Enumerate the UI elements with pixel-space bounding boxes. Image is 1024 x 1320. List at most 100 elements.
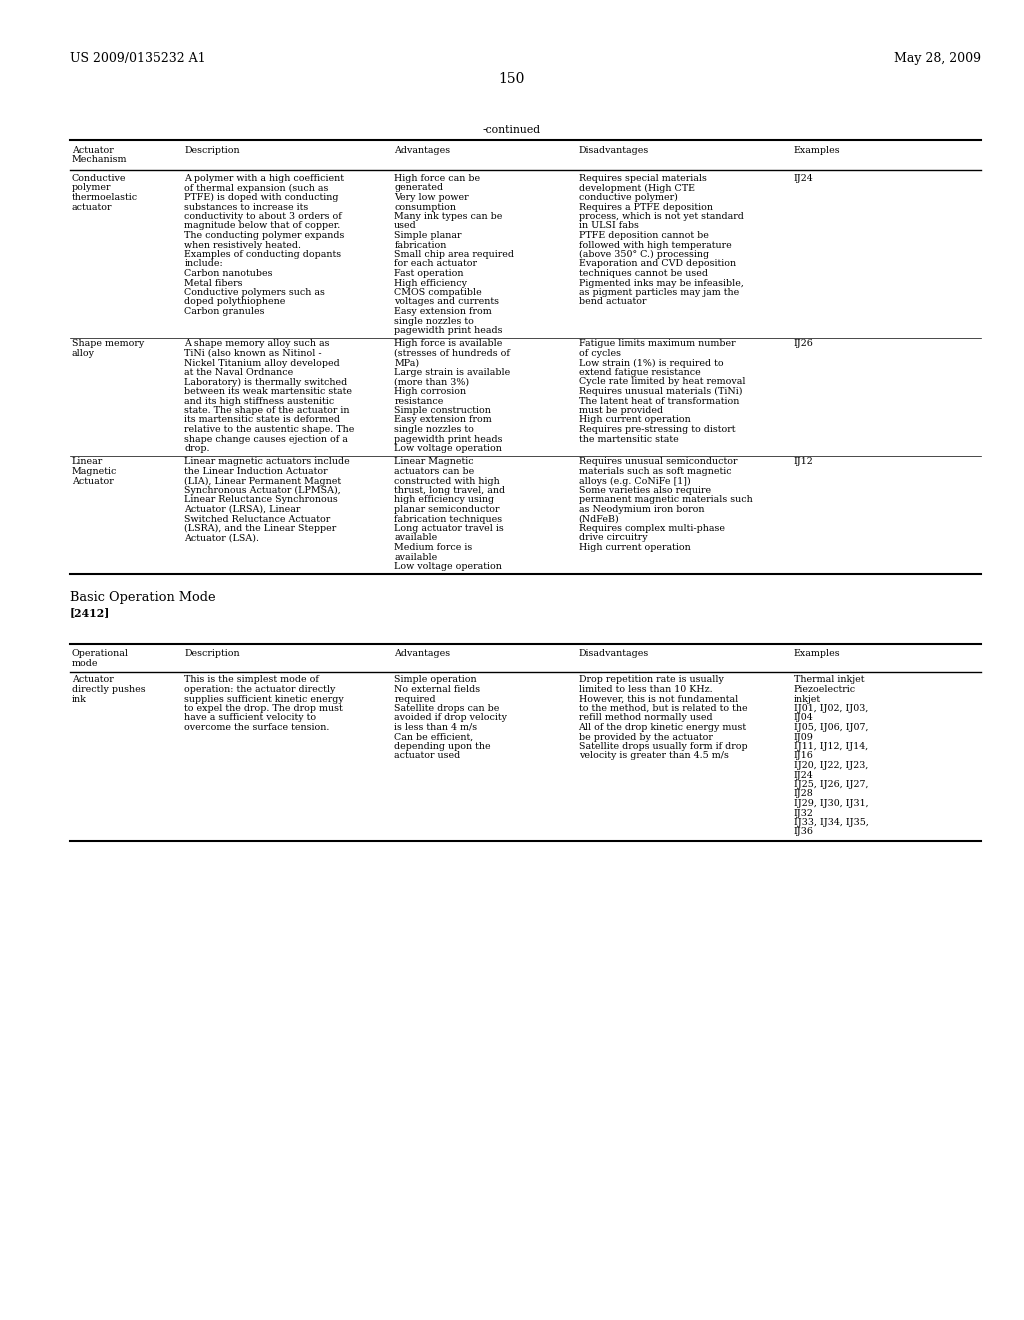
Text: for each actuator: for each actuator	[394, 260, 477, 268]
Text: Pigmented inks may be infeasible,: Pigmented inks may be infeasible,	[579, 279, 743, 288]
Text: 150: 150	[499, 73, 525, 86]
Text: of cycles: of cycles	[579, 348, 621, 358]
Text: as Neodymium iron boron: as Neodymium iron boron	[579, 506, 705, 513]
Text: -continued: -continued	[483, 125, 541, 135]
Text: substances to increase its: substances to increase its	[184, 202, 308, 211]
Text: IJ20, IJ22, IJ23,: IJ20, IJ22, IJ23,	[794, 762, 868, 770]
Text: The latent heat of transformation: The latent heat of transformation	[579, 396, 739, 405]
Text: TiNi (also known as Nitinol -: TiNi (also known as Nitinol -	[184, 348, 322, 358]
Text: Low voltage operation: Low voltage operation	[394, 444, 502, 453]
Text: IJ12: IJ12	[794, 458, 813, 466]
Text: All of the drop kinetic energy must: All of the drop kinetic energy must	[579, 723, 746, 733]
Text: inkjet: inkjet	[794, 694, 820, 704]
Text: of thermal expansion (such as: of thermal expansion (such as	[184, 183, 329, 193]
Text: its martensitic state is deformed: its martensitic state is deformed	[184, 416, 340, 425]
Text: This is the simplest mode of: This is the simplest mode of	[184, 676, 319, 685]
Text: materials such as soft magnetic: materials such as soft magnetic	[579, 467, 731, 477]
Text: IJ33, IJ34, IJ35,: IJ33, IJ34, IJ35,	[794, 818, 868, 828]
Text: shape change causes ejection of a: shape change causes ejection of a	[184, 434, 348, 444]
Text: drop.: drop.	[184, 444, 210, 453]
Text: Description: Description	[184, 147, 240, 154]
Text: resistance: resistance	[394, 396, 443, 405]
Text: (stresses of hundreds of: (stresses of hundreds of	[394, 348, 510, 358]
Text: drive circuitry: drive circuitry	[579, 533, 647, 543]
Text: generated: generated	[394, 183, 443, 193]
Text: IJ04: IJ04	[794, 714, 813, 722]
Text: conductive polymer): conductive polymer)	[579, 193, 678, 202]
Text: Simple planar: Simple planar	[394, 231, 462, 240]
Text: IJ01, IJ02, IJ03,: IJ01, IJ02, IJ03,	[794, 704, 868, 713]
Text: Requires unusual semiconductor: Requires unusual semiconductor	[579, 458, 737, 466]
Text: High efficiency: High efficiency	[394, 279, 467, 288]
Text: IJ24: IJ24	[794, 174, 813, 183]
Text: High force can be: High force can be	[394, 174, 480, 183]
Text: ink: ink	[72, 694, 87, 704]
Text: pagewidth print heads: pagewidth print heads	[394, 326, 503, 335]
Text: Can be efficient,: Can be efficient,	[394, 733, 473, 742]
Text: consumption: consumption	[394, 202, 457, 211]
Text: fabrication: fabrication	[394, 240, 446, 249]
Text: state. The shape of the actuator in: state. The shape of the actuator in	[184, 407, 350, 414]
Text: fabrication techniques: fabrication techniques	[394, 515, 503, 524]
Text: Metal fibers: Metal fibers	[184, 279, 243, 288]
Text: Drop repetition rate is usually: Drop repetition rate is usually	[579, 676, 723, 685]
Text: (above 350° C.) processing: (above 350° C.) processing	[579, 249, 709, 259]
Text: Piezoelectric: Piezoelectric	[794, 685, 856, 694]
Text: thrust, long travel, and: thrust, long travel, and	[394, 486, 506, 495]
Text: PTFE) is doped with conducting: PTFE) is doped with conducting	[184, 193, 339, 202]
Text: to expel the drop. The drop must: to expel the drop. The drop must	[184, 704, 343, 713]
Text: actuator used: actuator used	[394, 751, 461, 760]
Text: actuator: actuator	[72, 202, 113, 211]
Text: Conductive: Conductive	[72, 174, 126, 183]
Text: High current operation: High current operation	[579, 543, 690, 552]
Text: Some varieties also require: Some varieties also require	[579, 486, 711, 495]
Text: voltages and currents: voltages and currents	[394, 297, 500, 306]
Text: Actuator (LRSA), Linear: Actuator (LRSA), Linear	[184, 506, 301, 513]
Text: [2412]: [2412]	[70, 607, 110, 619]
Text: However, this is not fundamental: However, this is not fundamental	[579, 694, 738, 704]
Text: process, which is not yet standard: process, which is not yet standard	[579, 213, 743, 220]
Text: Simple operation: Simple operation	[394, 676, 477, 685]
Text: Small chip area required: Small chip area required	[394, 249, 514, 259]
Text: Conductive polymers such as: Conductive polymers such as	[184, 288, 326, 297]
Text: Easy extension from: Easy extension from	[394, 308, 492, 315]
Text: A shape memory alloy such as: A shape memory alloy such as	[184, 339, 330, 348]
Text: limited to less than 10 KHz.: limited to less than 10 KHz.	[579, 685, 712, 694]
Text: Easy extension from: Easy extension from	[394, 416, 492, 425]
Text: as pigment particles may jam the: as pigment particles may jam the	[579, 288, 738, 297]
Text: planar semiconductor: planar semiconductor	[394, 506, 500, 513]
Text: IJ29, IJ30, IJ31,: IJ29, IJ30, IJ31,	[794, 799, 868, 808]
Text: Cycle rate limited by heat removal: Cycle rate limited by heat removal	[579, 378, 745, 387]
Text: Requires a PTFE deposition: Requires a PTFE deposition	[579, 202, 713, 211]
Text: Examples: Examples	[794, 649, 841, 659]
Text: Fast operation: Fast operation	[394, 269, 464, 279]
Text: Switched Reluctance Actuator: Switched Reluctance Actuator	[184, 515, 331, 524]
Text: Satellite drops can be: Satellite drops can be	[394, 704, 500, 713]
Text: Actuator (LSA).: Actuator (LSA).	[184, 533, 259, 543]
Text: alloy: alloy	[72, 348, 94, 358]
Text: IJ32: IJ32	[794, 808, 813, 817]
Text: Requires special materials: Requires special materials	[579, 174, 707, 183]
Text: magnitude below that of copper.: magnitude below that of copper.	[184, 222, 341, 231]
Text: US 2009/0135232 A1: US 2009/0135232 A1	[70, 51, 205, 65]
Text: Advantages: Advantages	[394, 649, 451, 659]
Text: IJ36: IJ36	[794, 828, 814, 837]
Text: depending upon the: depending upon the	[394, 742, 490, 751]
Text: extend fatigue resistance: extend fatigue resistance	[579, 368, 700, 378]
Text: Low strain (1%) is required to: Low strain (1%) is required to	[579, 359, 723, 368]
Text: at the Naval Ordnance: at the Naval Ordnance	[184, 368, 294, 378]
Text: IJ28: IJ28	[794, 789, 813, 799]
Text: used: used	[394, 222, 417, 231]
Text: PTFE deposition cannot be: PTFE deposition cannot be	[579, 231, 709, 240]
Text: (LSRA), and the Linear Stepper: (LSRA), and the Linear Stepper	[184, 524, 337, 533]
Text: required: required	[394, 694, 436, 704]
Text: Actuator: Actuator	[72, 147, 114, 154]
Text: No external fields: No external fields	[394, 685, 480, 694]
Text: Requires complex multi-phase: Requires complex multi-phase	[579, 524, 725, 533]
Text: High force is available: High force is available	[394, 339, 503, 348]
Text: available: available	[394, 533, 437, 543]
Text: Linear: Linear	[72, 458, 103, 466]
Text: Disadvantages: Disadvantages	[579, 649, 649, 659]
Text: is less than 4 m/s: is less than 4 m/s	[394, 723, 477, 733]
Text: IJ24: IJ24	[794, 771, 813, 780]
